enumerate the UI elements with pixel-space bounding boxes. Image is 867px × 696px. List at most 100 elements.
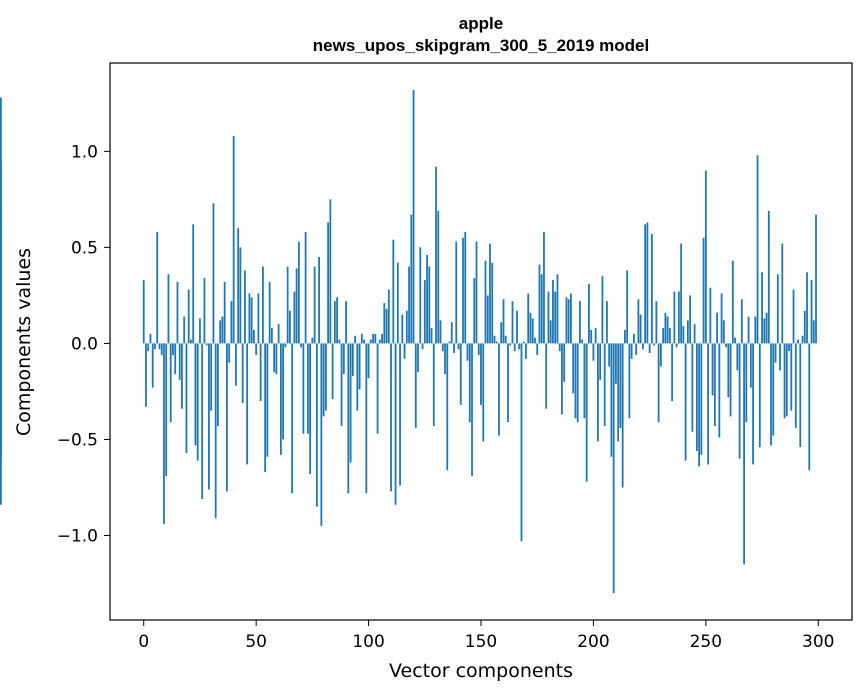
bar — [223, 281, 226, 344]
chart-title: apple — [459, 14, 503, 33]
bar — [369, 339, 372, 344]
bar — [282, 343, 285, 440]
bar — [534, 337, 536, 344]
bar — [711, 343, 714, 396]
bar — [783, 343, 786, 419]
bar — [792, 289, 795, 344]
bar — [808, 343, 811, 471]
bar — [356, 343, 359, 411]
bar — [230, 301, 233, 344]
bar — [349, 343, 352, 463]
bar — [450, 322, 453, 344]
bar — [561, 343, 563, 415]
bar — [538, 264, 541, 344]
bar — [763, 318, 766, 344]
bar — [214, 343, 217, 519]
bar — [615, 343, 617, 384]
bar — [477, 343, 480, 355]
y-tick-label: 0.0 — [71, 334, 98, 354]
y-tick-label: −1.0 — [57, 526, 98, 546]
bar — [275, 343, 278, 375]
bar — [794, 343, 797, 428]
bar — [293, 291, 296, 344]
bar — [484, 260, 487, 344]
bar — [565, 297, 568, 344]
y-tick-label: −0.5 — [57, 430, 98, 450]
bar — [552, 280, 554, 344]
bar — [738, 343, 741, 459]
bar — [239, 247, 242, 344]
bar — [689, 295, 692, 344]
bar — [410, 214, 413, 344]
bar — [543, 232, 545, 344]
bar — [727, 343, 730, 398]
bar — [322, 343, 325, 417]
bar — [657, 343, 660, 423]
bar — [394, 343, 397, 505]
bar — [666, 316, 669, 344]
bar — [399, 343, 401, 486]
bar — [500, 322, 503, 344]
bar — [686, 320, 689, 344]
x-tick-label: 50 — [245, 632, 267, 652]
bar — [797, 339, 799, 344]
bar — [154, 343, 156, 350]
bar — [390, 343, 392, 492]
bar — [457, 343, 460, 350]
bar — [156, 232, 159, 344]
bar — [417, 343, 419, 373]
bar — [693, 324, 696, 344]
bar — [453, 343, 455, 354]
bar — [518, 343, 521, 350]
bar — [574, 343, 577, 419]
bar — [365, 343, 368, 494]
bar — [324, 343, 327, 411]
bar — [253, 329, 255, 344]
bar — [583, 343, 586, 419]
bar — [608, 343, 611, 367]
bar — [194, 343, 197, 446]
bar — [554, 291, 557, 344]
bar — [673, 291, 676, 344]
bar — [752, 343, 754, 465]
bar — [662, 328, 665, 344]
bar — [547, 291, 550, 344]
bar — [691, 343, 694, 432]
bar — [241, 343, 244, 403]
bar — [405, 310, 408, 344]
bar — [262, 266, 264, 344]
bar — [597, 343, 599, 442]
bar — [707, 343, 709, 465]
bar — [235, 343, 237, 386]
bar — [545, 343, 548, 409]
bar — [579, 301, 581, 344]
bar — [167, 274, 170, 344]
bar — [268, 281, 271, 344]
bar — [637, 299, 640, 344]
bar — [585, 343, 588, 482]
bar — [338, 339, 341, 344]
bar — [329, 199, 332, 344]
bar — [340, 343, 343, 427]
bar — [601, 276, 604, 344]
bar — [536, 343, 539, 355]
bar — [147, 343, 150, 352]
bar — [464, 232, 467, 344]
bar — [612, 343, 615, 594]
bar — [594, 328, 597, 344]
bar — [749, 343, 752, 388]
bar — [641, 343, 644, 350]
x-tick-label: 150 — [465, 632, 497, 652]
bar — [513, 343, 516, 352]
bar — [158, 343, 161, 350]
bar — [628, 343, 631, 419]
bar — [284, 343, 287, 348]
bar — [599, 343, 602, 380]
bar — [810, 280, 813, 344]
bar — [302, 343, 305, 434]
bar — [367, 343, 370, 378]
bar — [718, 343, 721, 438]
bar — [540, 274, 543, 344]
bar — [743, 343, 745, 565]
